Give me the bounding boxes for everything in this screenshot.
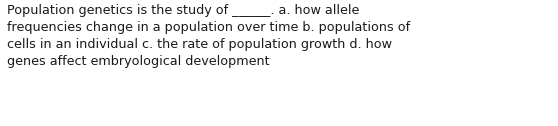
Text: Population genetics is the study of ______. a. how allele
frequencies change in : Population genetics is the study of ____… bbox=[7, 4, 410, 68]
